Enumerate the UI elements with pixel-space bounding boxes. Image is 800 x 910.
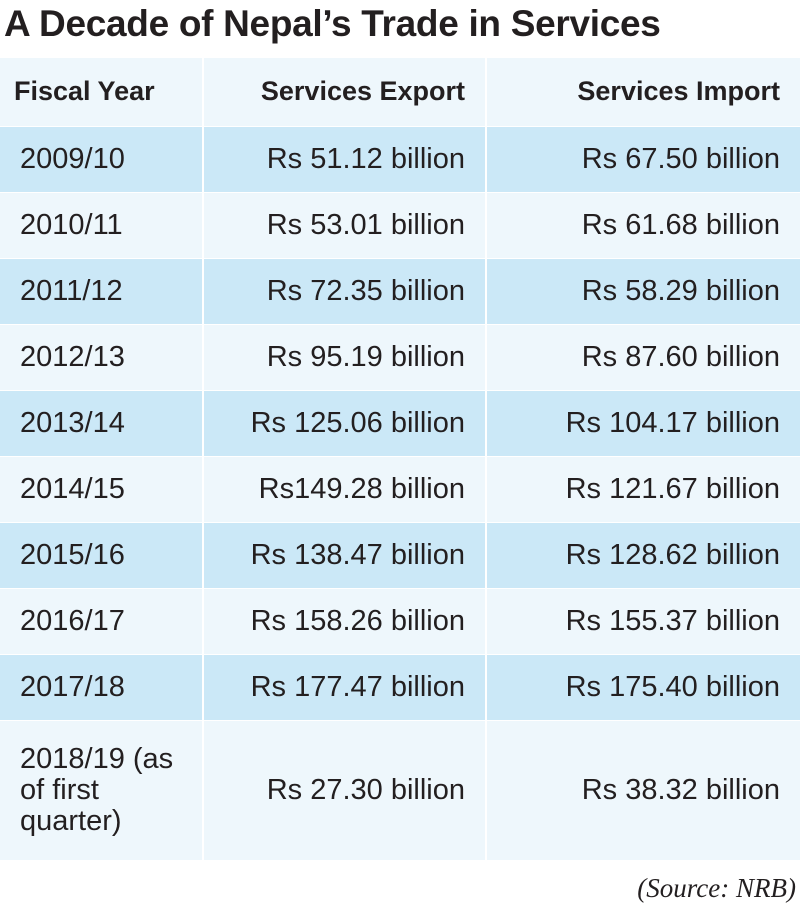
cell-services-export: Rs 27.30 billion — [203, 720, 487, 860]
cell-fiscal-year: 2016/17 — [0, 588, 204, 654]
table-row: 2014/15 Rs149.28 billion Rs 121.67 billion — [0, 456, 800, 522]
table-row: 2011/12 Rs 72.35 billion Rs 58.29 billion — [0, 258, 800, 324]
trade-table: Fiscal Year Services Export Services Imp… — [0, 58, 800, 860]
source-note: (Source: NRB) — [637, 873, 796, 903]
cell-services-import: Rs 61.68 billion — [581, 208, 780, 241]
cell-services-import: Rs 104.17 billion — [565, 406, 780, 439]
column-header-fiscal-year: Fiscal Year — [0, 58, 204, 126]
cell-services-import: Rs 155.37 billion — [565, 604, 780, 637]
cell-services-export: Rs 51.12 billion — [203, 126, 487, 192]
cell-services-import: Rs 87.60 billion — [581, 340, 780, 373]
cell-services-export: Rs 138.47 billion — [203, 522, 487, 588]
cell-fiscal-year: 2015/16 — [0, 522, 204, 588]
table-row: 2016/17 Rs 158.26 billion Rs 155.37 billio… — [0, 588, 800, 654]
cell-fiscal-year: 2012/13 — [0, 324, 204, 390]
cell-services-import: Rs 58.29 billion — [581, 274, 780, 307]
cell-services-import: Rs 121.67 billion — [565, 472, 780, 505]
cell-services-export: Rs 125.06 billion — [203, 390, 487, 456]
table-row: 2018/19 (as of first quarter) Rs 27.30 bi… — [0, 720, 800, 860]
cell-services-export: Rs 158.26 billion — [203, 588, 487, 654]
table-row: 2013/14 Rs 125.06 billion Rs 104.17 billio… — [0, 390, 800, 456]
cell-services-export: Rs 177.47 billion — [203, 654, 487, 720]
column-header-services-export: Services Export — [203, 58, 487, 126]
table-row: 2009/10 Rs 51.12 billion Rs 67.50 billion — [0, 126, 800, 192]
cell-fiscal-year: 2011/12 — [0, 258, 204, 324]
cell-fiscal-year: 2010/11 — [0, 192, 204, 258]
table-row: 2017/18 Rs 177.47 billion Rs 175.40 billio… — [0, 654, 800, 720]
cell-services-import: Rs 38.32 billion — [581, 773, 780, 806]
table-row: 2012/13 Rs 95.19 billion Rs 87.60 billion — [0, 324, 800, 390]
cell-services-import: Rs 67.50 billion — [581, 142, 780, 175]
cell-fiscal-year: 2014/15 — [0, 456, 204, 522]
cell-fiscal-year: 2009/10 — [0, 126, 204, 192]
table-row: 2015/16 Rs 138.47 billion Rs 128.62 billio… — [0, 522, 800, 588]
table-header: Fiscal Year Services Export Services Imp… — [0, 58, 800, 126]
cell-services-import: Rs 128.62 billion — [565, 538, 780, 571]
chart-title: A Decade of Nepal’s Trade in Services — [4, 3, 661, 44]
table-row: 2010/11 Rs 53.01 billion Rs 61.68 billion — [0, 192, 800, 258]
cell-fiscal-year: 2018/19 (as of first quarter) — [0, 720, 204, 860]
cell-services-export: Rs 53.01 billion — [203, 192, 487, 258]
cell-services-export: Rs 72.35 billion — [203, 258, 487, 324]
cell-fiscal-year: 2017/18 — [0, 654, 204, 720]
cell-services-export: Rs149.28 billion — [203, 456, 487, 522]
cell-services-import: Rs 175.40 billion — [565, 670, 780, 703]
table-body: 2009/10 Rs 51.12 billion Rs 67.50 billion 2… — [0, 126, 800, 860]
header-row: Fiscal Year Services Export Services Imp… — [0, 58, 800, 126]
cell-services-export: Rs 95.19 billion — [203, 324, 487, 390]
column-header-services-import: Services Import — [577, 76, 780, 107]
cell-fiscal-year: 2013/14 — [0, 390, 204, 456]
